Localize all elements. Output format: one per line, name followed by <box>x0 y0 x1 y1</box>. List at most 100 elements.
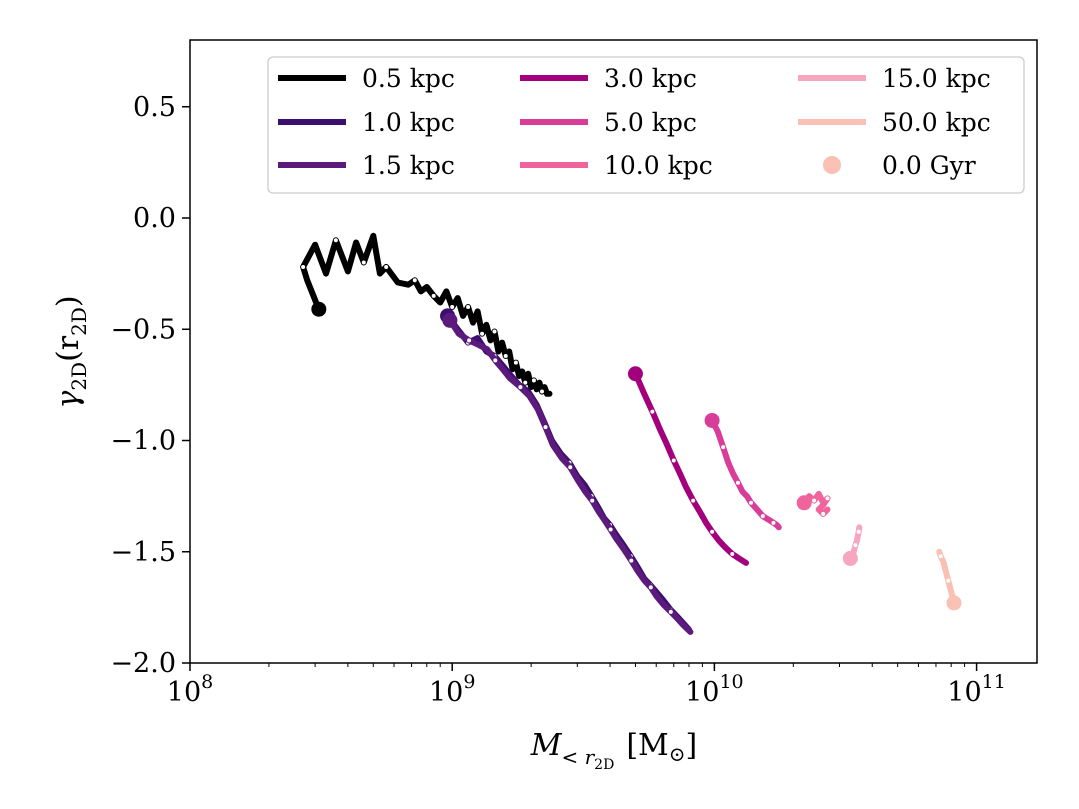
snapshot-dot <box>543 425 548 430</box>
legend-label: 15.0 kpc <box>882 64 991 93</box>
snapshot-dot <box>492 329 497 334</box>
legend-label: 50.0 kpc <box>882 108 991 137</box>
snapshot-dot <box>333 238 338 243</box>
series-line-1 <box>444 312 692 633</box>
snapshot-dot <box>749 500 754 505</box>
y-tick-label: −0.5 <box>110 314 176 345</box>
snapshot-dot <box>856 529 861 534</box>
x-tick-base: 10 <box>685 677 719 708</box>
legend: 0.5 kpc 1.0 kpc 1.5 kpc 3.0 kpc 5.0 kpc 10.0 … <box>267 56 1025 194</box>
series-lines <box>300 232 962 635</box>
series-line-5 <box>801 490 831 517</box>
start-marker <box>842 550 858 566</box>
snapshot-dot <box>431 293 436 298</box>
snapshot-dot <box>648 585 653 590</box>
legend-label: 1.5 kpc <box>362 151 455 180</box>
snapshot-dot <box>539 389 544 394</box>
x-label-symbol: M <box>530 728 563 763</box>
snapshot-dot <box>531 378 536 383</box>
y-axis-label: γ2D(r2D) <box>51 295 91 408</box>
y-tick-label: −2.0 <box>110 648 176 679</box>
snapshot-dot <box>513 360 518 365</box>
series-line-0 <box>300 232 553 397</box>
start-marker <box>311 301 327 317</box>
snapshot-dot <box>384 264 389 269</box>
snapshot-dot <box>821 511 826 516</box>
snapshot-dot <box>735 480 740 485</box>
snapshot-dot <box>671 458 676 463</box>
y-label-symbol: γ <box>51 391 86 409</box>
snapshot-dot <box>568 465 573 470</box>
x-label-unit-close: ] <box>686 728 698 763</box>
snapshot-dot <box>853 543 858 548</box>
x-axis-label: M< r2D [M⊙] <box>530 728 697 773</box>
legend-label: 3.0 kpc <box>604 64 697 93</box>
snapshot-dot <box>721 445 726 450</box>
snapshot-dot <box>493 358 498 363</box>
series-line-4 <box>709 417 782 531</box>
snapshot-dot <box>650 409 655 414</box>
x-tick-label: 108 <box>167 671 213 708</box>
snapshot-dot <box>608 527 613 532</box>
snapshot-dot <box>301 264 306 269</box>
legend-label: 5.0 kpc <box>604 108 697 137</box>
legend-label: 10.0 kpc <box>604 151 713 180</box>
snapshot-dot <box>523 380 528 385</box>
snapshot-dot <box>668 609 673 614</box>
snapshot-dot <box>730 551 735 556</box>
y-tick-label: 0.5 <box>133 92 176 123</box>
y-label-sub-2: 2D <box>67 307 91 336</box>
legend-label: 1.0 kpc <box>362 108 455 137</box>
snapshot-dot <box>480 331 485 336</box>
snapshot-dot <box>771 520 776 525</box>
snapshot-dot <box>518 385 523 390</box>
y-tick-label: −1.5 <box>110 537 176 568</box>
start-marker <box>442 312 458 328</box>
x-label-unit-symbol: ⊙ <box>669 742 686 766</box>
start-marker <box>796 495 812 511</box>
snapshot-dot <box>691 498 696 503</box>
y-label-sub: 2D <box>67 362 91 391</box>
snapshot-dot <box>825 496 830 501</box>
x-label-subscript: < r <box>561 745 595 769</box>
y-tick-label: 0.0 <box>133 203 176 234</box>
x-tick-label: 109 <box>429 671 475 708</box>
snapshot-dot <box>412 278 417 283</box>
x-tick-exponent: 11 <box>982 671 1006 693</box>
x-tick-exponent: 8 <box>201 671 213 693</box>
legend-label: 0.5 kpc <box>362 64 455 93</box>
snapshot-dot <box>590 498 595 503</box>
series-line-2 <box>446 317 694 635</box>
x-tick-exponent: 10 <box>719 671 743 693</box>
snapshot-dot <box>466 305 471 309</box>
y-label-open: (r <box>51 335 86 362</box>
snapshot-dot <box>812 498 817 503</box>
x-label-unit: [M <box>626 728 668 763</box>
snapshot-dot <box>450 305 455 309</box>
snapshot-dot <box>946 578 951 583</box>
snapshot-dot <box>629 558 634 563</box>
x-tick-label: 1011 <box>947 671 1006 708</box>
legend-marker-dot <box>823 156 841 174</box>
plot-frame <box>189 39 1038 664</box>
start-marker <box>704 412 720 428</box>
x-label-subsub: 2D <box>594 757 614 773</box>
x-tick-base: 10 <box>167 677 201 708</box>
legend-marker-label: 0.0 Gyr <box>882 151 976 180</box>
y-label-close: ) <box>51 295 86 307</box>
legend-entries: 0.5 kpc 1.0 kpc 1.5 kpc 3.0 kpc 5.0 kpc 10.0 … <box>278 64 991 180</box>
snapshot-dot <box>503 353 508 358</box>
start-marker <box>627 366 643 382</box>
x-tick-label: 1010 <box>685 671 744 708</box>
snapshot-dot <box>467 338 472 343</box>
y-tick-label: −1.0 <box>110 426 176 457</box>
snapshot-dot <box>760 514 765 519</box>
x-tick-base: 10 <box>947 677 981 708</box>
series-line-7 <box>936 548 957 606</box>
x-tick-base: 10 <box>429 677 463 708</box>
snapshot-dot <box>710 529 715 534</box>
x-tick-exponent: 9 <box>463 671 475 693</box>
snapshot-dot <box>361 260 366 265</box>
